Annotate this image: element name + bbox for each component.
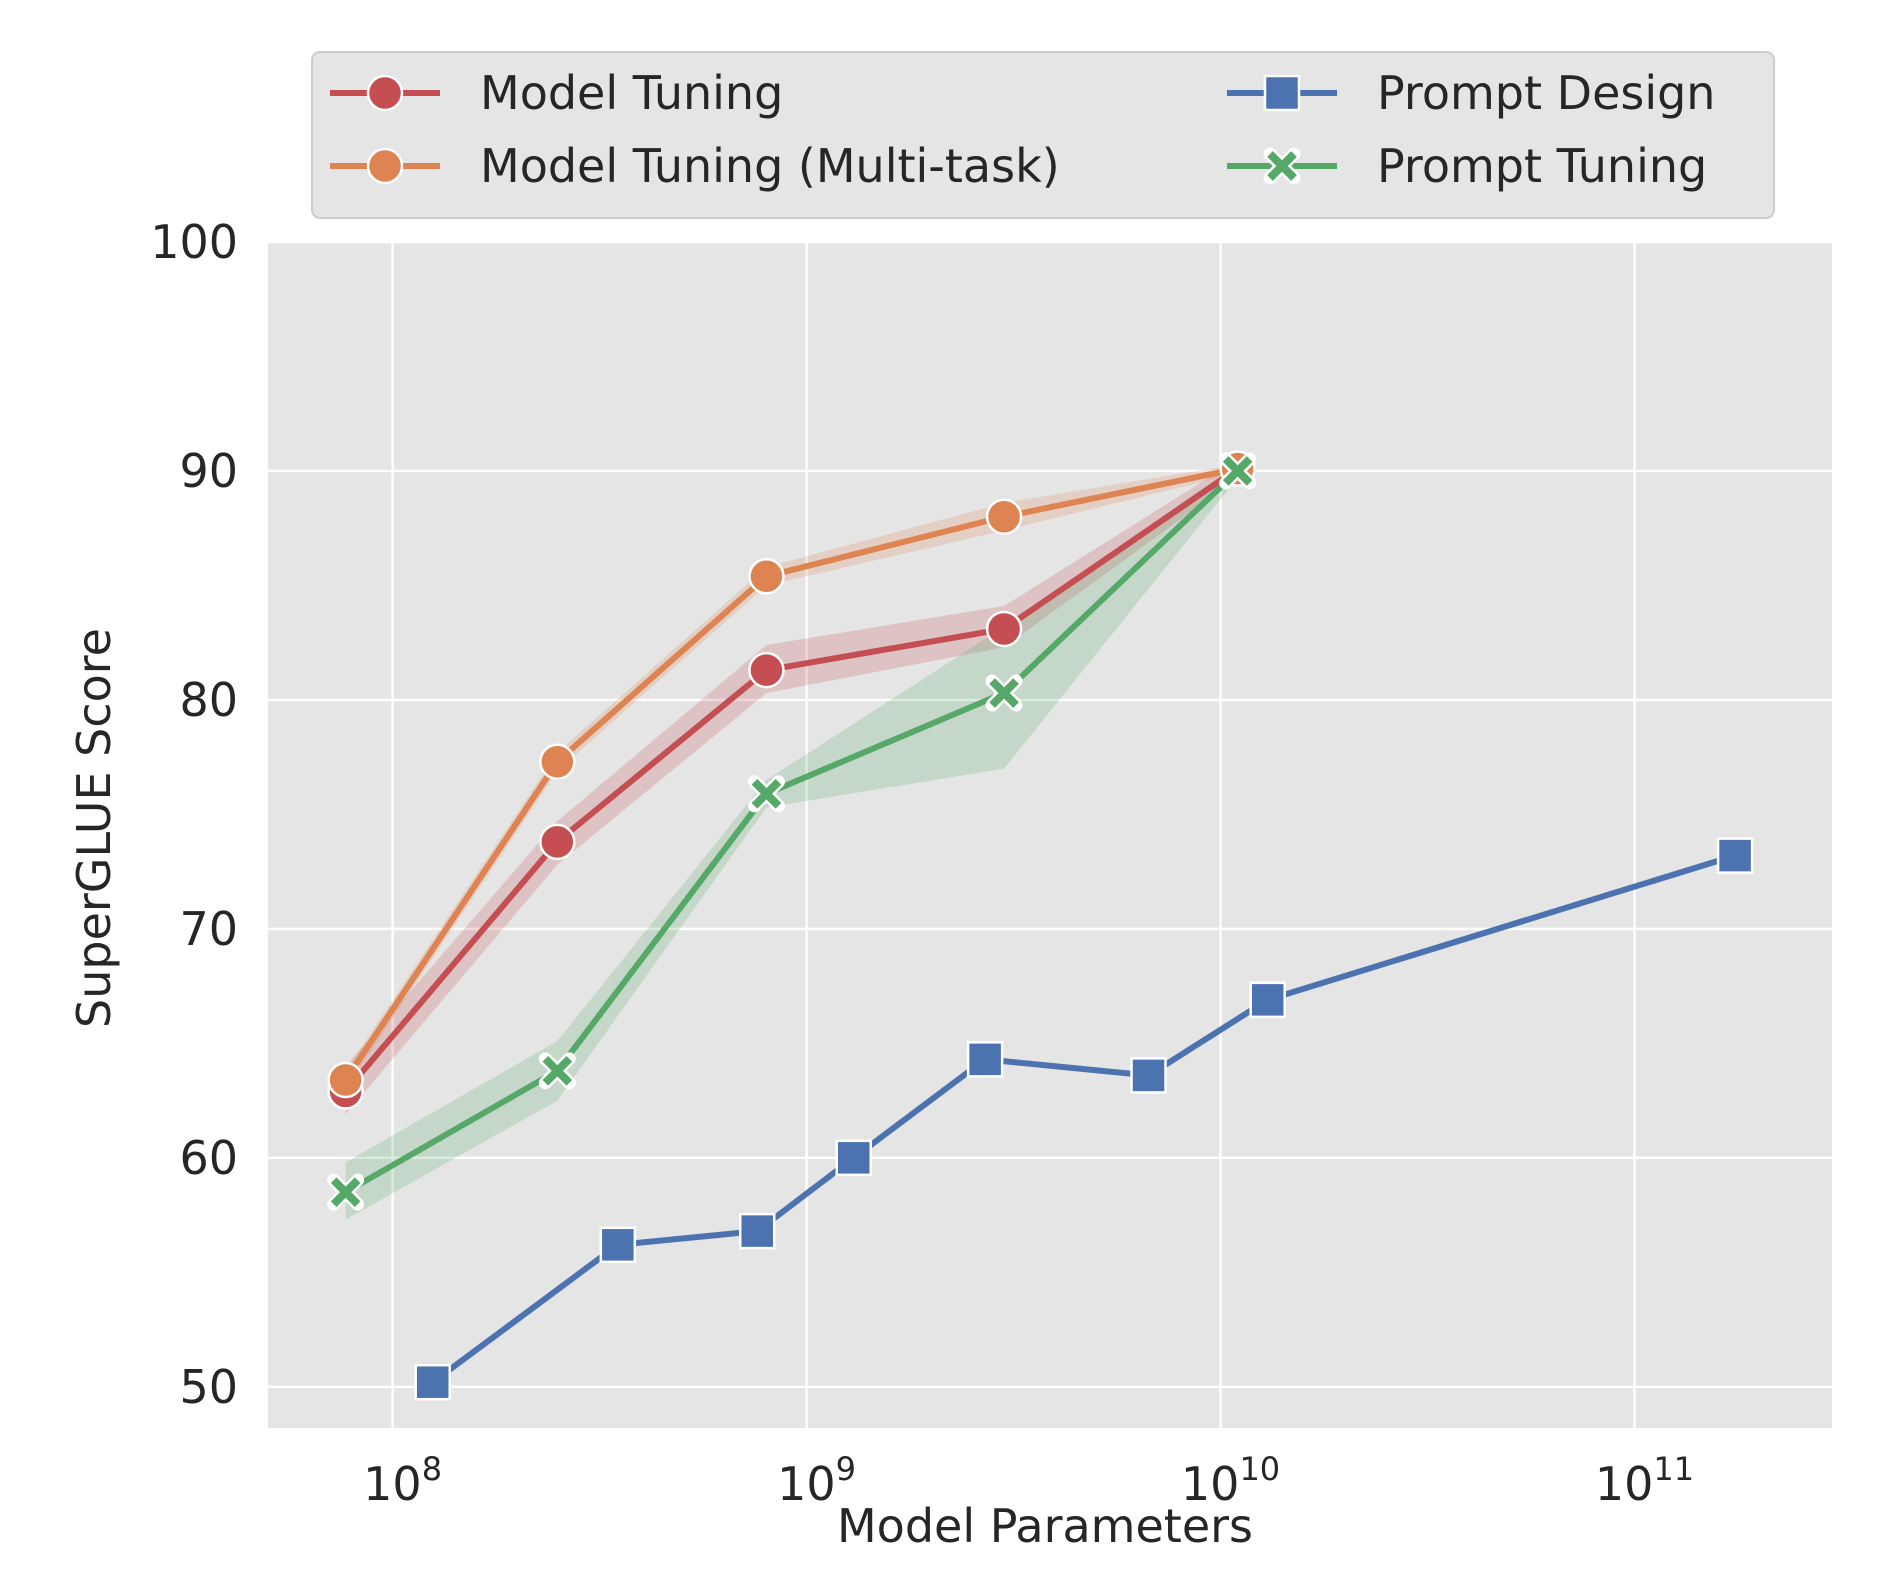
legend-item: Prompt Tuning [1227,139,1707,193]
confidence-band [345,464,1238,1220]
data-point [1263,147,1301,185]
data-point [1130,1057,1167,1094]
data-point [1716,837,1754,874]
axis-ticks: 50 60 70 80 90 100 108 109 1010 1011 [150,215,1694,1511]
data-point [366,74,404,112]
series-prompt-tuning [327,452,1257,1211]
legend-label: Model Tuning [480,66,783,120]
legend-item: Model Tuning (Multi-task) [330,139,1060,193]
legend-item: Model Tuning [330,66,783,120]
data-point [748,558,785,595]
y-tick-label: 100 [150,215,238,269]
x-tick-label: 109 [777,1450,856,1511]
data-point [748,651,785,689]
x-tick-label: 1011 [1595,1450,1694,1511]
y-tick-label: 80 [179,673,238,727]
data-point [747,775,785,813]
legend-label: Prompt Tuning [1377,139,1707,193]
data-point [538,1052,576,1090]
y-tick-label: 90 [179,444,238,498]
x-tick-label: 1010 [1181,1450,1280,1511]
legend-label: Model Tuning (Multi-task) [480,139,1060,193]
legend-item: Prompt Design [1227,66,1715,120]
x-tick-label: 108 [363,1450,442,1511]
legend-label: Prompt Design [1377,66,1715,120]
data-point [738,1212,776,1250]
data-point [1219,452,1257,490]
series-model-tuning-multi-task [327,450,1256,1099]
data-point [414,1363,451,1401]
data-point [599,1226,637,1264]
series-model-tuning [327,450,1256,1110]
legend: Model Tuning Model Tuning (Multi-task) Pro… [311,51,1775,219]
x-axis-label: Model Parameters [837,1499,1253,1553]
data-point [539,823,576,861]
y-tick-label: 60 [179,1131,238,1185]
data-point [966,1041,1004,1078]
plot-background [268,242,1832,1428]
grid-lines [268,240,1832,1428]
series-prompt-design [414,837,1754,1401]
y-tick-label: 70 [179,902,238,956]
data-point [1263,74,1301,112]
data-point [327,1173,365,1211]
data-point [539,743,576,780]
data-point [985,498,1023,535]
data-point [327,1061,364,1099]
series-lines [327,450,1754,1401]
data-point [985,610,1023,648]
data-point [1249,981,1286,1019]
data-point [985,674,1023,712]
series-line [429,852,1739,1386]
y-tick-label: 50 [179,1360,238,1414]
y-axis-label: SuperGLUE Score [67,628,121,1028]
data-point [366,147,404,185]
legend-frame [311,51,1775,219]
data-point [835,1139,872,1177]
